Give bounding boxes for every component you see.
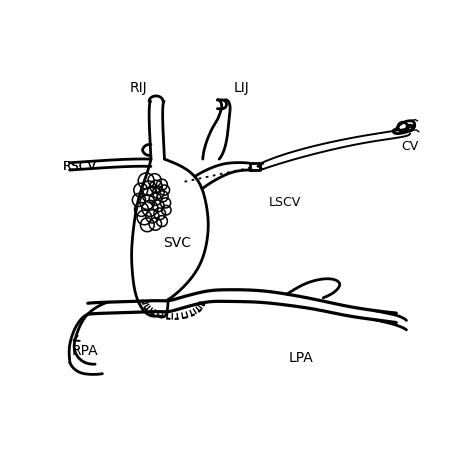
Circle shape: [407, 125, 413, 131]
Text: RSCV: RSCV: [62, 160, 96, 173]
Text: CV: CV: [401, 140, 419, 153]
Circle shape: [398, 122, 408, 132]
Circle shape: [412, 125, 415, 128]
Text: RPA: RPA: [72, 344, 98, 358]
Text: SVC: SVC: [163, 236, 191, 250]
Text: RSCV: RSCV: [62, 160, 96, 173]
Text: LIJ: LIJ: [233, 81, 249, 95]
Text: LPA: LPA: [289, 351, 314, 365]
Text: LSCV: LSCV: [268, 196, 301, 210]
Text: RIJ: RIJ: [130, 81, 148, 95]
